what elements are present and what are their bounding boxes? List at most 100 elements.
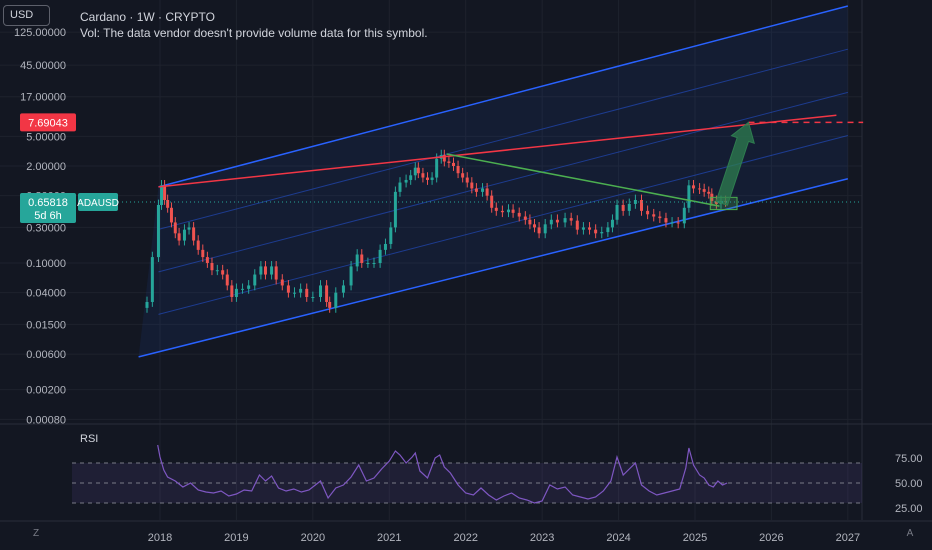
candle-body xyxy=(470,182,474,189)
currency-button[interactable]: USD xyxy=(3,5,50,26)
candle-body xyxy=(241,288,245,290)
candle-body xyxy=(360,254,364,263)
candle-body xyxy=(485,188,489,196)
auto-scale-icon[interactable]: A xyxy=(906,528,914,539)
time-tick-label: 2026 xyxy=(759,532,783,544)
candle-body xyxy=(389,227,393,244)
candle-body xyxy=(555,219,559,223)
symbol-title[interactable]: Cardano · 1W · CRYPTO xyxy=(80,10,215,24)
price-tick-label: 0.10000 xyxy=(26,258,66,270)
candle-body xyxy=(481,188,485,192)
candle-body xyxy=(160,185,164,205)
candle-body xyxy=(270,266,274,275)
candle-body xyxy=(274,266,278,280)
channel-lower-line xyxy=(138,177,849,358)
candle-body xyxy=(714,200,718,204)
price-axis[interactable]: 125.00000 45.00000 17.00000 5.00000 2.00000 0… xyxy=(14,27,862,426)
drawing-tools[interactable] xyxy=(158,114,864,211)
candle-body xyxy=(451,162,455,166)
candle-body xyxy=(280,279,284,286)
candle-body xyxy=(334,292,338,308)
price-tick-label: 0.01500 xyxy=(26,319,66,331)
rsi-pane[interactable]: RSI 75.00 50.00 25.00 xyxy=(72,433,923,515)
symbol-tag-badge[interactable] xyxy=(78,192,118,211)
price-tick-label: 0.30000 xyxy=(26,222,66,234)
candle-body xyxy=(691,185,695,189)
candle-body xyxy=(319,285,322,297)
chart-grid xyxy=(0,0,932,522)
candle-body xyxy=(398,182,402,192)
time-axis[interactable]: 2018 2019 2020 2021 2022 2023 2024 2025 2026 2027 xyxy=(148,532,860,544)
current-price-badge[interactable] xyxy=(20,192,76,223)
candle-body xyxy=(569,218,573,221)
candle-body xyxy=(378,249,382,263)
regression-channel xyxy=(138,5,849,358)
zoom-icon[interactable]: Z xyxy=(32,528,40,539)
candle-body xyxy=(670,222,674,224)
candle-body xyxy=(456,166,460,174)
volume-note: Vol: The data vendor doesn't provide vol… xyxy=(80,26,428,40)
candle-body xyxy=(633,199,637,204)
candle-body xyxy=(461,173,465,178)
rsi-tick-label: 50.00 xyxy=(895,478,923,490)
channel-upper-line xyxy=(158,5,849,188)
candle-body xyxy=(311,296,315,298)
candle-body xyxy=(156,204,160,258)
candle-body xyxy=(145,301,149,308)
candle-body xyxy=(372,263,376,264)
price-tick-label: 0.00080 xyxy=(26,414,66,426)
candle-body xyxy=(543,224,547,234)
candle-body xyxy=(627,203,631,211)
current-price-label: 0.65818 xyxy=(28,197,68,209)
rsi-tick-label: 25.00 xyxy=(895,503,923,515)
candle-body xyxy=(413,167,417,176)
candle-body xyxy=(210,263,214,271)
candle-body xyxy=(615,204,619,220)
candle-body xyxy=(259,266,263,275)
candle-body xyxy=(581,227,585,230)
candle-body xyxy=(640,199,643,211)
candle-body xyxy=(383,243,387,250)
candle-body xyxy=(225,274,229,286)
candle-body xyxy=(600,232,604,234)
time-tick-label: 2018 xyxy=(148,532,172,544)
candle-body xyxy=(610,219,614,228)
candle-body xyxy=(163,185,167,200)
candle-body xyxy=(698,188,702,190)
price-tick-label: 45.00000 xyxy=(20,60,66,72)
time-tick-label: 2027 xyxy=(836,532,860,544)
rsi-title: RSI xyxy=(80,433,98,445)
candle-body xyxy=(646,210,650,215)
candle-body xyxy=(658,216,662,219)
price-tick-label: 0.00600 xyxy=(26,349,66,361)
candle-body xyxy=(606,227,610,233)
candle-body xyxy=(173,222,177,234)
price-tick-label: 125.00000 xyxy=(14,27,66,39)
candle-body xyxy=(416,167,420,174)
candle-body xyxy=(435,158,439,178)
price-tick-label: 0.00200 xyxy=(26,385,66,397)
candle-body xyxy=(621,204,625,211)
descending-trendline[interactable] xyxy=(446,153,720,207)
price-tick-label: 2.00000 xyxy=(26,161,66,173)
resistance-trendline[interactable] xyxy=(158,114,837,188)
candle-body xyxy=(474,188,478,192)
candle-body xyxy=(594,229,598,234)
candle-body xyxy=(393,191,397,228)
candle-body xyxy=(205,257,209,263)
target-arrow[interactable] xyxy=(715,121,755,206)
candle-body xyxy=(166,199,170,208)
candle-body xyxy=(687,185,691,208)
candle-body xyxy=(215,270,219,272)
candle-body xyxy=(652,214,656,217)
channel-inner-line xyxy=(158,91,848,273)
candle-body xyxy=(201,249,205,258)
candle-body xyxy=(421,173,425,178)
price-tick-label: 17.00000 xyxy=(20,92,66,104)
target-price-badge[interactable] xyxy=(20,113,76,132)
candle-body xyxy=(575,220,579,230)
candle-body xyxy=(299,288,303,293)
bar-countdown-label: 5d 6h xyxy=(34,210,62,222)
candle-body xyxy=(500,210,504,213)
